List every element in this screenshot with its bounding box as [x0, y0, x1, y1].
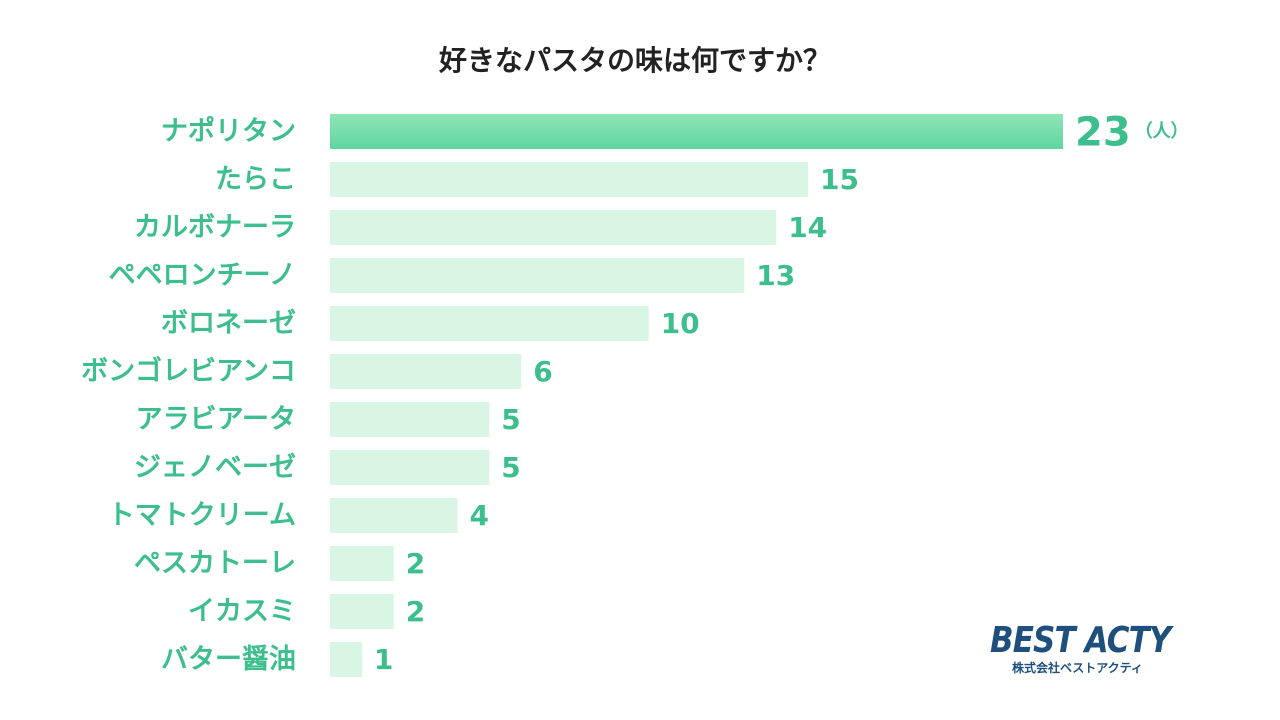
logo-sub-text: 株式会社ベストアクティ [1012, 661, 1143, 675]
value-label-11: 1 [374, 643, 393, 676]
bar-11 [330, 642, 362, 677]
value-label-4: 10 [661, 307, 700, 340]
value-label-6: 5 [501, 403, 520, 436]
value-label-5: 6 [533, 355, 552, 388]
bar-6 [330, 402, 490, 437]
value-label-2: 14 [788, 211, 827, 244]
category-label-6: アラビアータ [136, 404, 296, 435]
category-label-1: たらこ [215, 164, 296, 195]
value-label-7: 5 [501, 451, 520, 484]
logo-main-text: BEST ACTY [990, 620, 1171, 661]
unit-label: （人） [1135, 121, 1189, 142]
category-label-9: ペスカトーレ [134, 548, 296, 579]
category-label-11: バター醤油 [161, 644, 296, 675]
bar-9 [330, 546, 394, 581]
bar-5 [330, 354, 522, 389]
bar-0 [330, 114, 1063, 149]
value-label-1: 15 [820, 163, 859, 196]
value-label-9: 2 [406, 547, 425, 580]
category-label-4: ボロネーゼ [161, 308, 296, 339]
bar-2 [330, 210, 777, 245]
bar-7 [330, 450, 490, 485]
value-label-10: 2 [406, 595, 425, 628]
bar-1 [330, 162, 808, 197]
bar-4 [330, 306, 649, 341]
value-label-8: 4 [470, 499, 489, 532]
bar-10 [330, 594, 394, 629]
value-label-3: 13 [756, 259, 795, 292]
category-label-5: ボンゴレビアンコ [81, 355, 296, 387]
bar-8 [330, 498, 458, 533]
category-label-2: カルボナーラ [134, 212, 296, 243]
chart-title: 好きなパスタの味は何ですか？ [438, 44, 831, 77]
category-label-3: ペペロンチーノ [109, 260, 296, 291]
category-label-8: トマトクリーム [108, 500, 296, 531]
category-label-0: ナポリタン [161, 116, 296, 147]
category-label-10: イカスミ [188, 596, 296, 627]
category-label-7: ジェノベーゼ [134, 452, 296, 483]
company-logo: BEST ACTY 株式会社ベストアクティ [990, 622, 1190, 676]
bar-3 [330, 258, 745, 293]
value-label-0: 23 [1075, 110, 1131, 156]
